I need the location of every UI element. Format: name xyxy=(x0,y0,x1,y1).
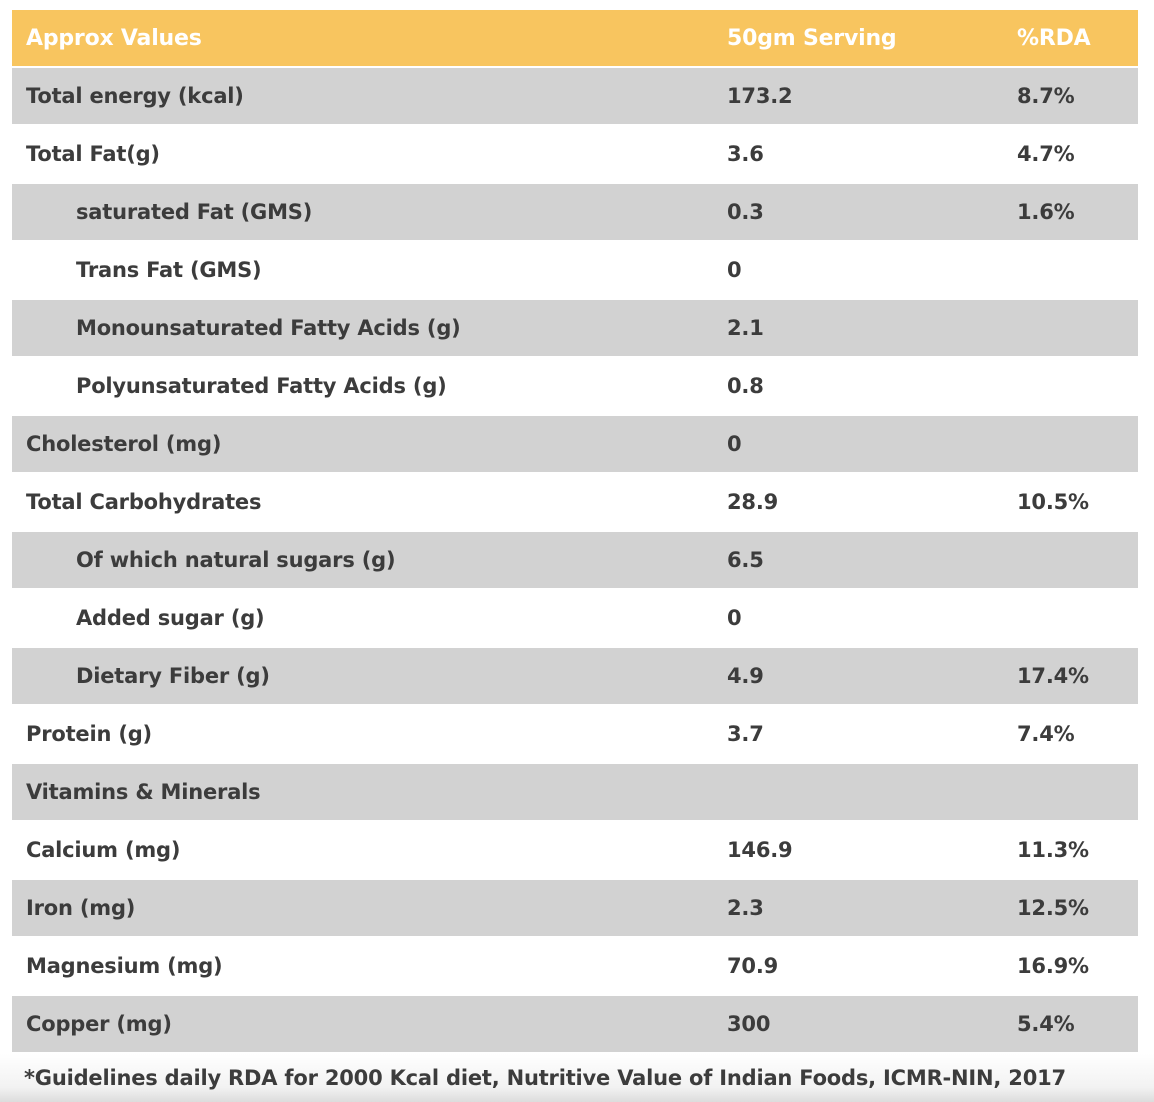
row-serving-value: 2.3 xyxy=(727,896,764,920)
table-row: Calcium (mg) 146.9 11.3% xyxy=(12,822,1138,878)
row-rda-value: 5.4% xyxy=(1017,1012,1075,1036)
table-header-row: Approx Values 50gm Serving %RDA xyxy=(12,10,1138,66)
row-label: Calcium (mg) xyxy=(26,838,181,862)
row-rda-value: 11.3% xyxy=(1017,838,1089,862)
row-label: Iron (mg) xyxy=(26,896,136,920)
row-label: Added sugar (g) xyxy=(76,606,265,630)
nutrition-table: Approx Values 50gm Serving %RDA Total en… xyxy=(12,10,1138,1054)
column-header-rda: %RDA xyxy=(1017,25,1091,51)
row-serving-value: 6.5 xyxy=(727,548,764,572)
row-rda-value: 8.7% xyxy=(1017,84,1075,108)
table-row: Total Fat(g) 3.6 4.7% xyxy=(12,126,1138,182)
row-label: Cholesterol (mg) xyxy=(26,432,222,456)
table-row: Dietary Fiber (g) 4.9 17.4% xyxy=(12,648,1138,704)
row-serving-value: 3.7 xyxy=(727,722,764,746)
row-rda-value: 1.6% xyxy=(1017,200,1075,224)
row-rda-value: 12.5% xyxy=(1017,896,1089,920)
row-serving-value: 3.6 xyxy=(727,142,764,166)
table-row: Cholesterol (mg) 0 xyxy=(12,416,1138,472)
rda-guidelines-footnote: *Guidelines daily RDA for 2000 Kcal diet… xyxy=(24,1066,1066,1090)
column-header-approx-values: Approx Values xyxy=(26,25,202,51)
row-serving-value: 0.8 xyxy=(727,374,764,398)
row-rda-value: 4.7% xyxy=(1017,142,1075,166)
row-serving-value: 4.9 xyxy=(727,664,764,688)
row-label: Copper (mg) xyxy=(26,1012,172,1036)
table-row: Iron (mg) 2.3 12.5% xyxy=(12,880,1138,936)
table-row: Total energy (kcal) 173.2 8.7% xyxy=(12,68,1138,124)
row-label: Protein (g) xyxy=(26,722,152,746)
table-row: Monounsaturated Fatty Acids (g) 2.1 xyxy=(12,300,1138,356)
row-label: Total Carbohydrates xyxy=(26,490,262,514)
row-serving-value: 2.1 xyxy=(727,316,764,340)
row-label: Polyunsaturated Fatty Acids (g) xyxy=(76,374,447,398)
row-serving-value: 0 xyxy=(727,432,742,456)
row-serving-value: 70.9 xyxy=(727,954,779,978)
table-row: Magnesium (mg) 70.9 16.9% xyxy=(12,938,1138,994)
row-label: saturated Fat (GMS) xyxy=(76,200,313,224)
row-label: Trans Fat (GMS) xyxy=(76,258,262,282)
table-body: Total energy (kcal) 173.2 8.7% Total Fat… xyxy=(12,68,1138,1052)
table-row: Copper (mg) 300 5.4% xyxy=(12,996,1138,1052)
row-label: Total Fat(g) xyxy=(26,142,160,166)
row-label: Dietary Fiber (g) xyxy=(76,664,270,688)
column-header-serving: 50gm Serving xyxy=(727,25,897,51)
table-row: Added sugar (g) 0 xyxy=(12,590,1138,646)
row-serving-value: 300 xyxy=(727,1012,771,1036)
row-serving-value: 0 xyxy=(727,258,742,282)
row-rda-value: 17.4% xyxy=(1017,664,1089,688)
row-label: Magnesium (mg) xyxy=(26,954,223,978)
row-rda-value: 16.9% xyxy=(1017,954,1089,978)
row-serving-value: 28.9 xyxy=(727,490,779,514)
row-serving-value: 173.2 xyxy=(727,84,793,108)
table-row: Total Carbohydrates 28.9 10.5% xyxy=(12,474,1138,530)
row-serving-value: 146.9 xyxy=(727,838,793,862)
row-serving-value: 0 xyxy=(727,606,742,630)
table-row: Vitamins & Minerals xyxy=(12,764,1138,820)
table-row: Of which natural sugars (g) 6.5 xyxy=(12,532,1138,588)
table-row: Trans Fat (GMS) 0 xyxy=(12,242,1138,298)
row-serving-value: 0.3 xyxy=(727,200,764,224)
row-rda-value: 10.5% xyxy=(1017,490,1089,514)
row-label: Monounsaturated Fatty Acids (g) xyxy=(76,316,461,340)
table-row: saturated Fat (GMS) 0.3 1.6% xyxy=(12,184,1138,240)
row-label: Vitamins & Minerals xyxy=(26,780,261,804)
table-footer: *Guidelines daily RDA for 2000 Kcal diet… xyxy=(0,1054,1154,1102)
row-label: Of which natural sugars (g) xyxy=(76,548,396,572)
table-row: Protein (g) 3.7 7.4% xyxy=(12,706,1138,762)
table-row: Polyunsaturated Fatty Acids (g) 0.8 xyxy=(12,358,1138,414)
row-rda-value: 7.4% xyxy=(1017,722,1075,746)
row-label: Total energy (kcal) xyxy=(26,84,244,108)
